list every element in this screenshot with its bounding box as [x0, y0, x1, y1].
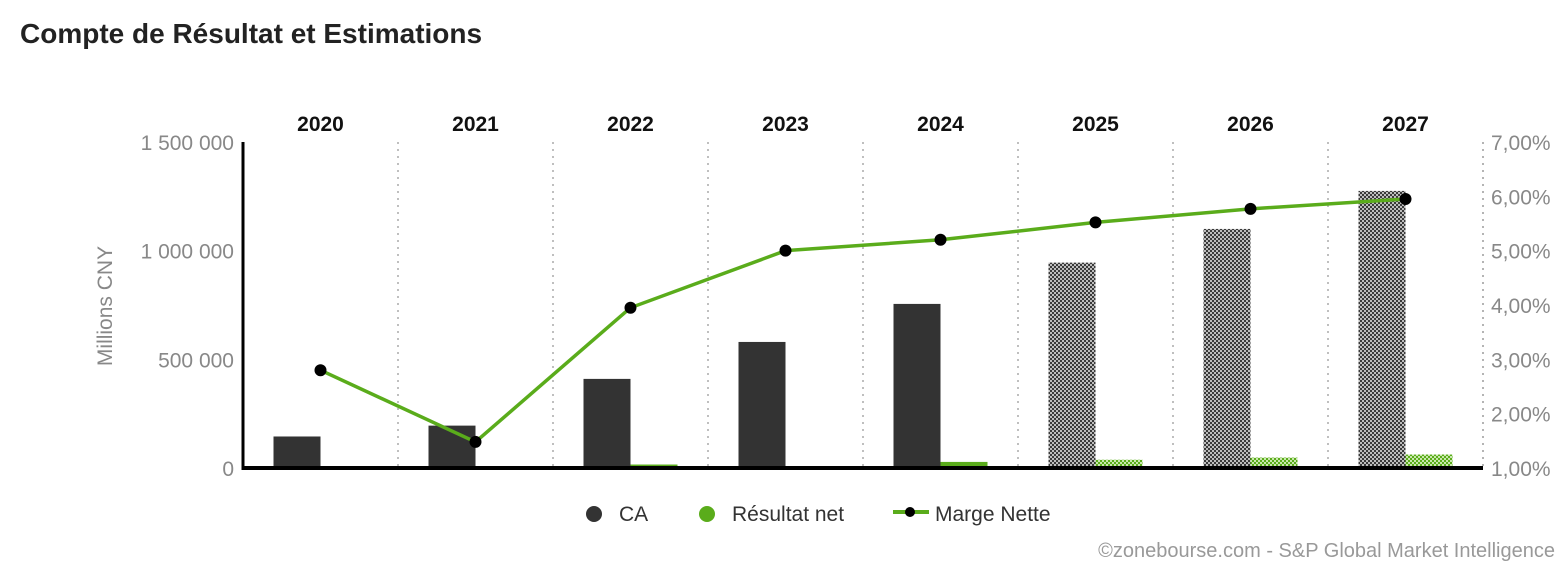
credit-text: ©zonebourse.com - S&P Global Market Inte… — [1098, 540, 1555, 562]
legend-ca-marker — [586, 506, 602, 522]
y-tick-label: 1 000 000 — [141, 241, 234, 264]
bar-ca — [273, 436, 321, 468]
marge-nette-point — [1089, 216, 1102, 229]
axes — [241, 142, 1484, 470]
y2-tick-label: 4,00% — [1491, 295, 1551, 318]
y2-tick-label: 3,00% — [1491, 349, 1551, 372]
marge-nette-point — [779, 244, 792, 257]
category-label: 2027 — [1382, 113, 1429, 136]
marge-nette-point — [1244, 202, 1257, 215]
marge-nette-path — [319, 197, 1406, 444]
marge-nette-line — [314, 193, 1412, 448]
y2-tick-label: 6,00% — [1491, 186, 1551, 209]
legend-ca-label: CA — [619, 503, 648, 526]
marge-nette-point — [314, 364, 327, 377]
bars — [273, 190, 1453, 468]
bar-resultat-net — [1095, 459, 1143, 468]
marge-nette-point — [624, 301, 637, 314]
y-tick-label: 1 500 000 — [141, 132, 234, 155]
category-label: 2023 — [762, 113, 809, 136]
y-tick-label: 0 — [222, 458, 234, 481]
bar-resultat-net — [940, 461, 988, 468]
legend: CA Résultat net Marge Nette — [586, 503, 1051, 526]
category-label: 2024 — [917, 113, 964, 136]
category-label: 2020 — [297, 113, 344, 136]
marge-nette-point — [1399, 193, 1412, 206]
y2-tick-label: 2,00% — [1491, 404, 1551, 427]
category-label: 2025 — [1072, 113, 1119, 136]
y-tick-label: 500 000 — [158, 349, 234, 372]
legend-resultat-marker — [699, 506, 715, 522]
y2-axis-ticks: 1,00% 2,00% 3,00% 4,00% 5,00% 6,00% 7,00% — [1491, 132, 1551, 481]
bar-ca — [1048, 262, 1096, 468]
bar-ca — [583, 378, 631, 468]
bar-resultat-net — [1250, 457, 1298, 468]
bar-resultat-net — [1405, 454, 1453, 468]
category-label: 2022 — [607, 113, 654, 136]
y-axis-ticks: 0 500 000 1 000 000 1 500 000 — [141, 132, 234, 481]
legend-marge-label: Marge Nette — [935, 503, 1051, 526]
bar-ca — [893, 303, 941, 468]
bar-ca — [1203, 228, 1251, 468]
legend-resultat-label: Résultat net — [732, 503, 844, 526]
y2-tick-label: 1,00% — [1491, 458, 1551, 481]
bar-ca — [1358, 190, 1406, 468]
category-labels: 2020 2021 2022 2023 2024 2025 2026 2027 — [297, 113, 1429, 136]
legend-marge-marker — [905, 507, 915, 517]
category-label: 2026 — [1227, 113, 1274, 136]
marge-nette-point — [469, 435, 482, 448]
y2-tick-label: 5,00% — [1491, 241, 1551, 264]
y2-tick-label: 7,00% — [1491, 132, 1551, 155]
category-label: 2021 — [452, 113, 499, 136]
marge-nette-point — [934, 233, 947, 246]
bar-ca — [738, 341, 786, 468]
y-axis-label: Millions CNY — [94, 246, 117, 366]
chart-title: Compte de Résultat et Estimations — [20, 18, 483, 49]
